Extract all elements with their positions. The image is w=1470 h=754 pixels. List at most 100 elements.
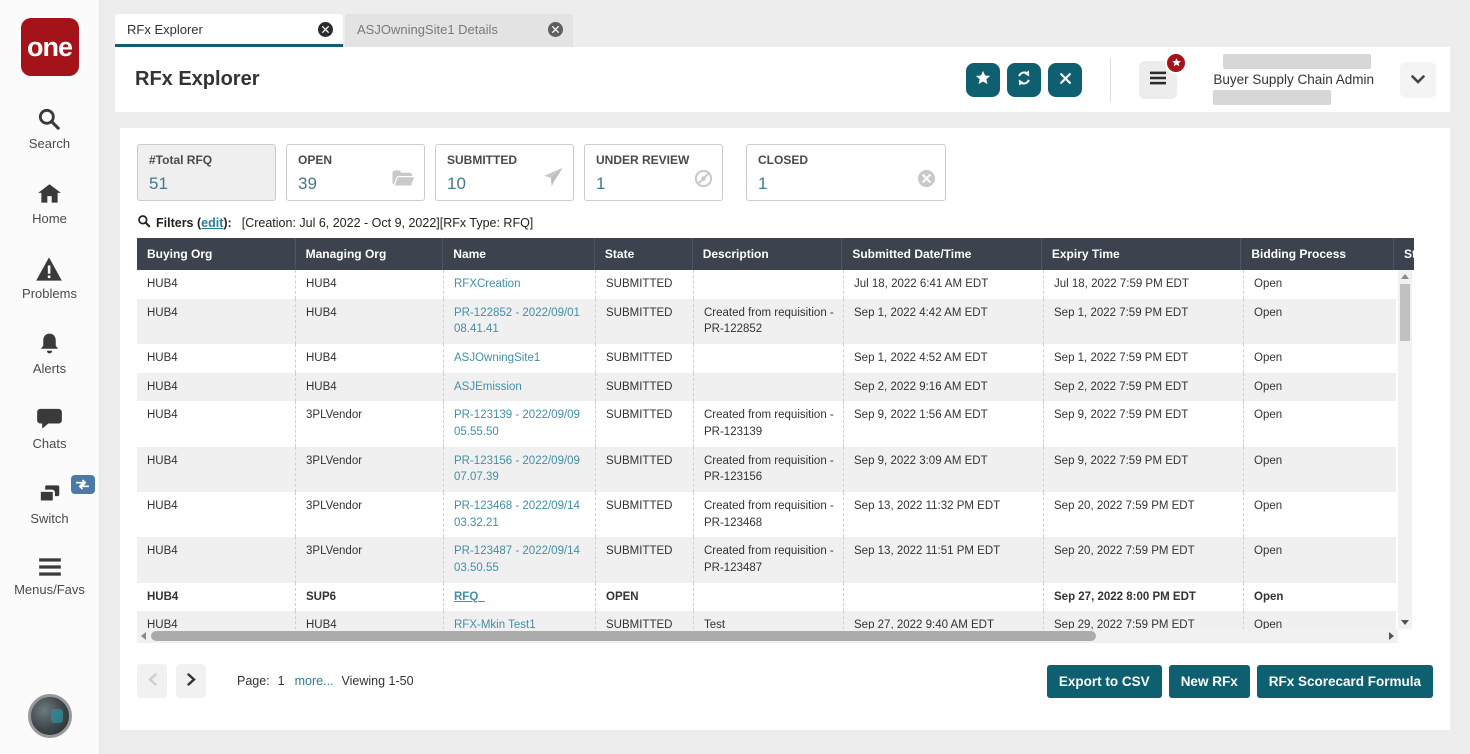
card-open[interactable]: OPEN 39 [286, 144, 425, 201]
horizontal-scrollbar[interactable] [137, 629, 1398, 643]
column-header[interactable]: State [593, 238, 692, 270]
card-under-review[interactable]: UNDER REVIEW 1 [584, 144, 723, 201]
rfx-name-link[interactable]: RFX-Mkin Test1 [454, 619, 536, 629]
rfx-name-link[interactable]: RFQ_ [454, 590, 485, 603]
close-button[interactable] [1048, 62, 1083, 97]
scroll-left-arrow[interactable] [137, 629, 150, 643]
cell-submitted: Sep 27, 2022 9:40 AM EDT [843, 611, 1043, 629]
tab-asjowningsite1-details[interactable]: ASJOwningSite1 Details [345, 14, 573, 47]
vertical-scroll-thumb[interactable] [1400, 284, 1410, 341]
rfx-scorecard-formula-button[interactable]: RFx Scorecard Formula [1256, 664, 1433, 698]
scroll-down-arrow[interactable] [1398, 616, 1412, 629]
cell-expiry: Sep 1, 2022 7:59 PM EDT [1043, 298, 1243, 345]
scroll-right-arrow[interactable] [1385, 629, 1398, 643]
horizontal-scroll-thumb[interactable] [151, 631, 1096, 641]
cell-name: PR-122852 - 2022/09/01 08.41.41 [443, 298, 595, 345]
sidebar-item-alerts[interactable]: Alerts [33, 331, 66, 376]
user-menu-toggle[interactable] [1400, 61, 1436, 98]
column-header[interactable]: Bidding Process [1240, 238, 1393, 270]
column-header[interactable]: Expiry Time [1040, 238, 1241, 270]
cell-name: PR-123487 - 2022/09/14 03.50.55 [443, 537, 595, 583]
cell-state: SUBMITTED [595, 611, 693, 629]
rfx-name-link[interactable]: ASJEmission [454, 380, 522, 393]
footer-actions: Export to CSV New RFx RFx Scorecard Form… [1040, 664, 1433, 698]
cell-bidding: Open [1243, 582, 1396, 612]
page-label: Page: [237, 674, 270, 688]
viewing-range: Viewing 1-50 [341, 674, 414, 688]
sidebar-item-switch[interactable]: Switch [30, 475, 95, 526]
hamburger-icon [1148, 70, 1168, 89]
cell-state: SUBMITTED [595, 537, 693, 583]
table-row: HUB4 HUB4 ASJOwningSite1 SUBMITTED Sep 1, 20… [137, 344, 1396, 373]
rfx-name-link[interactable]: PR-123487 - 2022/09/14 03.50.55 [454, 545, 580, 575]
rfx-name-link[interactable]: PR-122852 - 2022/09/01 08.41.41 [454, 306, 580, 336]
cell-description: Test [693, 611, 843, 629]
column-header[interactable]: Managing Org [294, 238, 443, 270]
filters-edit-link[interactable]: edit [201, 215, 224, 230]
more-pages-link[interactable]: more... [294, 674, 334, 688]
tab-close-icon[interactable] [548, 21, 563, 37]
rfx-name-link[interactable]: RFXCreation [454, 278, 521, 290]
cell-bidding: Open [1243, 344, 1396, 373]
tab-close-icon[interactable] [318, 21, 333, 37]
cell-managing-org: 3PLVendor [295, 446, 443, 493]
user-name-redacted [1223, 54, 1372, 69]
export-to-csv-button[interactable]: Export to CSV [1046, 664, 1162, 698]
cell-state: SUBMITTED [595, 401, 693, 447]
cell-submitted: Sep 1, 2022 4:42 AM EDT [843, 298, 1043, 345]
rfx-name-link[interactable]: ASJOwningSite1 [454, 352, 541, 365]
sidebar-item-chats[interactable]: Chats [33, 406, 66, 451]
cell-name: PR-123139 - 2022/09/09 05.55.50 [443, 401, 595, 447]
x-circle-icon [917, 169, 936, 193]
favorite-button[interactable] [966, 62, 1001, 97]
rfx-name-link[interactable]: PR-123468 - 2022/09/14 03.32.21 [454, 500, 580, 529]
cell-bidding: Open [1243, 537, 1396, 583]
tab-rfx-explorer[interactable]: RFx Explorer [115, 14, 343, 47]
main-area: RFx Explorer ASJOwningSite1 Details RFx … [100, 14, 1470, 730]
table-header-row: Buying Org Managing Org Name State Descr… [137, 238, 1414, 270]
search-icon [137, 214, 156, 231]
column-header[interactable]: Name [442, 238, 594, 270]
table-row: HUB4 HUB4 RFX-Mkin Test1 SUBMITTED Test Sep 2… [137, 611, 1396, 629]
cell-managing-org: HUB4 [295, 372, 443, 402]
card-total-rfq[interactable]: #Total RFQ 51 [137, 144, 276, 201]
table-row: HUB4 3PLVendor PR-123468 - 2022/09/14 03.3… [137, 492, 1396, 538]
ai-assistant-avatar[interactable] [28, 694, 72, 738]
table-footer: Page: 1 more... Viewing 1-50 Export to C… [137, 664, 1433, 698]
sidebar-item-menus-favs[interactable]: Menus/Favs [14, 556, 85, 597]
new-rfx-button[interactable]: New RFx [1168, 664, 1250, 698]
sidebar-item-problems[interactable]: Problems [22, 256, 77, 301]
card-closed[interactable]: CLOSED 1 [746, 144, 946, 201]
vertical-scrollbar[interactable] [1398, 270, 1412, 629]
refresh-button[interactable] [1007, 62, 1042, 97]
home-icon [36, 181, 63, 207]
user-menu[interactable]: Buyer Supply Chain Admin [1213, 54, 1436, 105]
cell-expiry: Sep 29, 2022 7:59 PM EDT [1043, 611, 1243, 629]
sidebar-item-home[interactable]: Home [32, 181, 67, 226]
user-org-redacted [1213, 90, 1332, 105]
favorite-star-icon [974, 69, 992, 90]
cell-name: RFQ_ [443, 582, 595, 612]
column-header[interactable]: Description [691, 238, 842, 270]
rfx-name-link[interactable]: PR-123156 - 2022/09/09 07.07.39 [454, 454, 580, 484]
chevron-right-icon [186, 673, 196, 689]
cell-bidding: Open [1243, 372, 1396, 402]
card-submitted[interactable]: SUBMITTED 10 [435, 144, 574, 201]
rfx-name-link[interactable]: PR-123139 - 2022/09/09 05.55.50 [454, 409, 580, 439]
quick-menu-button[interactable] [1139, 51, 1188, 99]
one-network-logo[interactable]: one [20, 18, 79, 76]
next-page-button[interactable] [176, 664, 206, 698]
cell-buying-org: HUB4 [147, 409, 178, 422]
card-value: 10 [447, 174, 466, 193]
column-header[interactable]: Buying Org [147, 247, 213, 261]
scroll-up-arrow[interactable] [1398, 270, 1412, 283]
sidebar-item-search[interactable]: Search [29, 106, 70, 151]
previous-page-button[interactable] [137, 664, 167, 698]
column-header[interactable]: Sta [1393, 238, 1414, 270]
card-label: CLOSED [758, 153, 809, 167]
column-header[interactable]: Submitted Date/Time [841, 238, 1041, 270]
cell-buying-org: HUB4 [147, 619, 178, 629]
cell-description [693, 582, 843, 612]
card-label: #Total RFQ [149, 153, 213, 167]
switch-swap-badge-icon[interactable] [70, 475, 95, 494]
